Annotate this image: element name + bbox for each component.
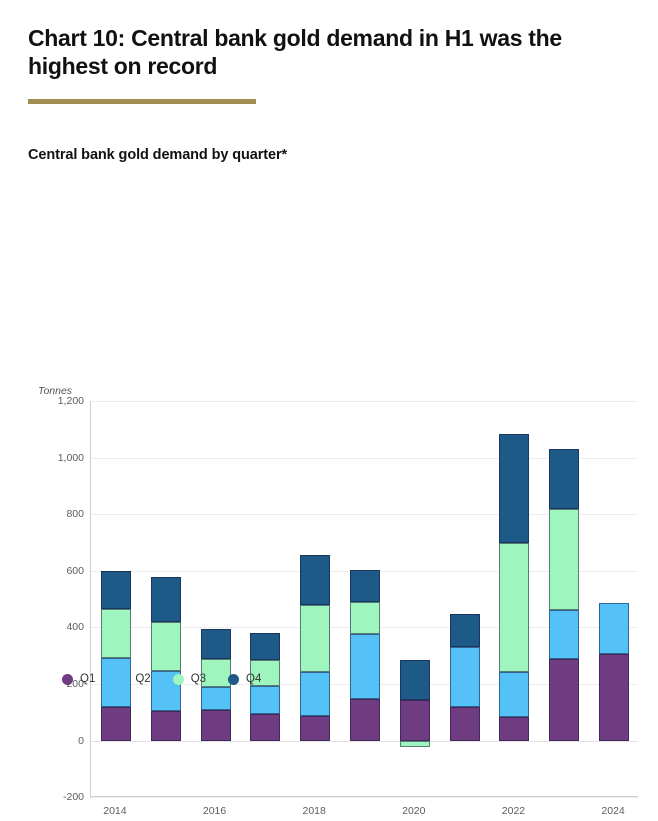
bar-segment-q2[interactable] [449, 647, 480, 707]
bar-segment-q3[interactable] [250, 659, 281, 686]
bar-stack[interactable] [399, 401, 430, 796]
legend-swatch-icon [62, 673, 73, 685]
y-axis-tick-label: -200 [62, 791, 84, 804]
bar-segment-q1[interactable] [399, 700, 430, 741]
plot-frame [90, 401, 638, 799]
bar-segment-q4[interactable] [300, 555, 331, 606]
legend-item-q1[interactable]: Q1 [62, 673, 95, 685]
legend-swatch-icon [172, 673, 184, 685]
legend-label: Q3 [190, 673, 207, 685]
page-title: Chart 10: Central bank gold demand in H1… [28, 25, 562, 80]
bar-segment-q4[interactable] [150, 577, 181, 622]
y-axis-tick-label: 1,000 [57, 451, 84, 464]
bar-segment-q3[interactable] [150, 622, 181, 671]
legend-item-q4[interactable]: Q4 [228, 673, 261, 685]
bar-stack[interactable] [449, 401, 480, 796]
bar-segment-q4[interactable] [100, 570, 131, 610]
bar-segment-q4[interactable] [549, 449, 580, 509]
bar-segment-q2[interactable] [549, 610, 580, 660]
bar-segment-q1[interactable] [200, 709, 231, 741]
bar-segment-q2[interactable] [200, 686, 231, 710]
bar-segment-q3[interactable] [200, 659, 231, 687]
y-axis-tick-label: 400 [66, 621, 84, 634]
y-axis-tick-label: 600 [66, 564, 84, 577]
bar-stack[interactable] [250, 401, 281, 796]
bar-segment-q1[interactable] [250, 713, 281, 741]
bar-stack[interactable] [100, 401, 131, 796]
bar-segment-q4[interactable] [350, 569, 380, 603]
bar-segment-q1[interactable] [499, 716, 530, 741]
bar-segment-q3[interactable] [549, 508, 580, 611]
x-axis-tick-label: 2024 [601, 805, 625, 818]
bar-segment-q1[interactable] [100, 706, 131, 741]
gridline [91, 401, 638, 403]
x-axis-tick-label: 2016 [202, 805, 227, 818]
title-accent-rule [28, 99, 256, 105]
bar-segment-q3[interactable] [499, 542, 530, 673]
legend-swatch-icon [117, 673, 129, 685]
bar-segment-q1[interactable] [150, 710, 181, 741]
chart-legend: Q1 Q2 Q3 Q4 [62, 673, 261, 685]
y-axis-unit-label: Tonnes [38, 385, 73, 398]
bar-segment-q3[interactable] [399, 740, 430, 747]
bar-stack[interactable] [300, 401, 331, 796]
legend-item-q2[interactable]: Q2 [117, 673, 151, 685]
bar-segment-q4[interactable] [399, 659, 430, 701]
bar-stack[interactable] [599, 401, 630, 796]
bar-segment-q2[interactable] [250, 685, 281, 714]
y-axis-tick-label: 0 [78, 734, 84, 747]
gridline [91, 797, 638, 799]
chart-subtitle: Central bank gold demand by quarter* [28, 147, 288, 164]
bar-stack[interactable] [150, 401, 181, 796]
bar-segment-q1[interactable] [549, 659, 580, 741]
bar-segment-q3[interactable] [300, 605, 331, 673]
bar-segment-q2[interactable] [599, 603, 630, 655]
x-axis-tick-labels: 2014 2016 2018 2020 2022 2024 [90, 799, 638, 821]
x-axis-tick-label: 2020 [402, 805, 426, 818]
bar-segment-q1[interactable] [599, 654, 630, 741]
bar-segment-q4[interactable] [499, 433, 530, 543]
bar-stack[interactable] [350, 401, 380, 796]
bar-stack[interactable] [200, 401, 231, 796]
bar-series-layer [91, 401, 638, 796]
bar-segment-q4[interactable] [200, 628, 231, 660]
bar-segment-q4[interactable] [250, 633, 281, 660]
bar-segment-q1[interactable] [300, 715, 331, 741]
y-axis-tick-label: 800 [66, 508, 84, 521]
bar-segment-q2[interactable] [499, 672, 530, 717]
gridline [91, 457, 638, 459]
bar-segment-q1[interactable] [350, 698, 380, 741]
legend-label: Q2 [135, 673, 151, 685]
y-axis-tick-label: 1,200 [57, 395, 84, 408]
bar-segment-q3[interactable] [100, 609, 131, 658]
bar-stack[interactable] [549, 401, 580, 796]
bar-segment-q4[interactable] [449, 613, 480, 648]
x-axis-tick-label: 2014 [103, 805, 127, 818]
bar-stack[interactable] [499, 401, 530, 796]
bar-segment-q2[interactable] [300, 672, 331, 716]
legend-label: Q1 [80, 673, 96, 685]
bar-segment-q1[interactable] [449, 706, 480, 741]
y-axis-tick-labels: -200 0 200 400 600 800 1,000 1,200 [38, 395, 95, 803]
gridline [91, 514, 638, 516]
x-axis-tick-label: 2018 [302, 805, 326, 818]
legend-label: Q4 [246, 673, 262, 685]
x-axis-tick-label: 2022 [501, 805, 526, 818]
chart-header: Chart 10: Central bank gold demand in H1… [0, 0, 658, 163]
bar-segment-q2[interactable] [350, 633, 380, 699]
legend-item-q3[interactable]: Q3 [172, 673, 207, 685]
bar-segment-q3[interactable] [350, 602, 380, 634]
legend-swatch-icon [228, 673, 240, 685]
